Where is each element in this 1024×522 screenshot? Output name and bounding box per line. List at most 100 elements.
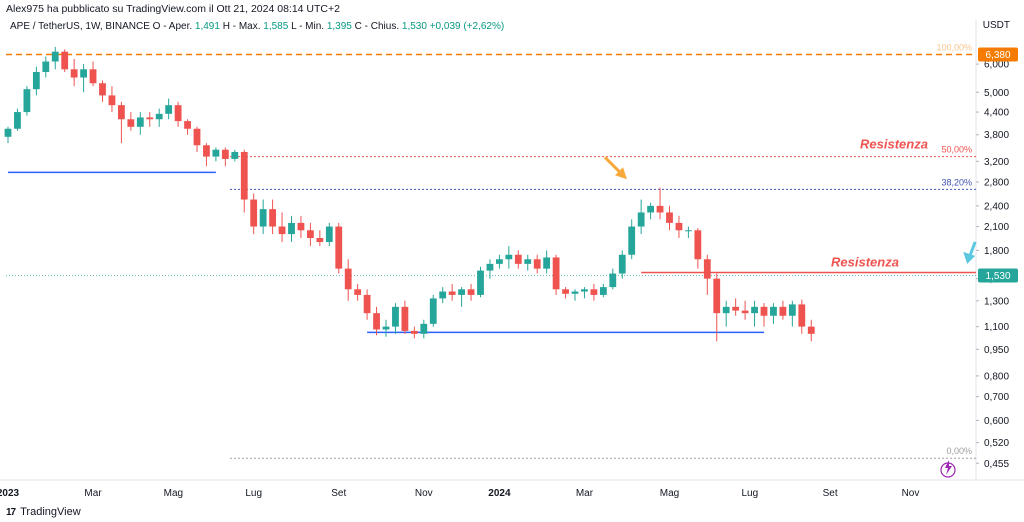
candle-body bbox=[581, 289, 588, 292]
candle-body bbox=[647, 205, 654, 213]
resistance-annotation: Resistenza bbox=[831, 255, 899, 270]
candle-body bbox=[637, 212, 645, 227]
candle-body bbox=[477, 270, 484, 295]
time-axis-label: Mar bbox=[576, 488, 594, 499]
candle-body bbox=[666, 212, 673, 223]
candle-body bbox=[373, 313, 380, 330]
candle-body bbox=[118, 105, 125, 120]
candle-body bbox=[108, 95, 116, 106]
candle-body bbox=[410, 330, 418, 334]
price-tick-label: 0,455 bbox=[984, 459, 1009, 470]
candle-body bbox=[486, 263, 494, 271]
candle-body bbox=[127, 119, 135, 127]
candle-body bbox=[32, 71, 40, 90]
candle-body bbox=[240, 151, 248, 200]
candle-body bbox=[297, 222, 305, 231]
price-tick-label: 6,000 bbox=[984, 60, 1009, 71]
current-price-badge-label: 1,530 bbox=[985, 271, 1010, 282]
resistance-annotation: Resistenza bbox=[860, 137, 928, 152]
candle-body bbox=[307, 230, 314, 239]
candle-body bbox=[562, 289, 569, 294]
candle-body bbox=[609, 273, 617, 288]
tradingview-label: TradingView bbox=[20, 506, 81, 518]
publisher-line: Alex975 ha pubblicato su TradingView.com… bbox=[6, 3, 340, 15]
candle-body bbox=[42, 61, 50, 72]
candle-body bbox=[496, 259, 503, 264]
price-tick-label: 0,700 bbox=[984, 392, 1009, 403]
time-axis-label: Nov bbox=[415, 488, 433, 499]
price-tick-label: 5,000 bbox=[984, 88, 1009, 99]
candle-body bbox=[751, 306, 758, 314]
candle-body bbox=[505, 254, 513, 260]
price-tick-label: 2,400 bbox=[984, 201, 1009, 212]
candle-body bbox=[288, 222, 295, 235]
lightning-bolt-icon bbox=[945, 460, 952, 475]
candle-body bbox=[269, 209, 276, 227]
candle-body bbox=[61, 51, 69, 70]
candle-body bbox=[798, 304, 806, 327]
price-tick-label: 3,200 bbox=[984, 157, 1009, 168]
candle-body bbox=[136, 117, 144, 127]
candle-body bbox=[70, 69, 78, 78]
open-value: 1,491 bbox=[194, 21, 220, 32]
candle-body bbox=[524, 259, 532, 264]
orange-arrow-head-icon bbox=[614, 167, 627, 180]
price-tick-label: 2,100 bbox=[984, 222, 1009, 233]
candle-body bbox=[713, 278, 721, 314]
price-tick-label: 1,800 bbox=[984, 246, 1009, 257]
time-axis-label: Set bbox=[331, 488, 346, 499]
candle-body bbox=[231, 151, 239, 159]
candle-body bbox=[439, 291, 447, 299]
candle-body bbox=[14, 112, 21, 129]
candle-body bbox=[174, 105, 182, 122]
candle-body bbox=[221, 149, 229, 159]
tradingview-logo-icon: 17 bbox=[6, 506, 16, 518]
fib-price-badge bbox=[978, 47, 1018, 62]
open-label: O - Aper. bbox=[152, 21, 193, 32]
price-tick-label: 0,950 bbox=[984, 345, 1009, 356]
time-axis-label: Mag bbox=[164, 488, 183, 499]
candle-body bbox=[80, 69, 87, 78]
candle-body bbox=[788, 304, 796, 316]
price-tick-label: 0,520 bbox=[984, 438, 1009, 449]
candle-body bbox=[165, 105, 173, 114]
cyan-arrow-head-icon bbox=[963, 251, 976, 264]
price-tick-label: 1,100 bbox=[984, 322, 1009, 333]
candle-body bbox=[344, 268, 352, 290]
symbol-name[interactable]: APE / TetherUS, 1W, BINANCE bbox=[10, 21, 150, 32]
time-axis-label: Nov bbox=[902, 488, 920, 499]
candle-body bbox=[363, 294, 371, 314]
candle-body bbox=[325, 226, 333, 243]
candle-body bbox=[533, 259, 541, 269]
high-value: 1,585 bbox=[263, 21, 289, 32]
close-value: 1,530 bbox=[401, 21, 427, 32]
candle-body bbox=[779, 306, 787, 316]
candle-body bbox=[807, 326, 815, 334]
candle-body bbox=[203, 145, 210, 157]
fib-level-label: 0,00% bbox=[946, 446, 972, 456]
candle-body bbox=[694, 230, 702, 260]
candle-body bbox=[448, 291, 456, 295]
fib-level-label: 50,00% bbox=[941, 145, 972, 155]
orange-arrow-icon bbox=[603, 156, 623, 175]
candle-body bbox=[458, 289, 465, 295]
symbol-legend: APE / TetherUS, 1W, BINANCE O - Aper. 1,… bbox=[10, 21, 504, 32]
candle-body bbox=[590, 289, 598, 295]
candle-body bbox=[552, 257, 560, 290]
price-tick-label: 4,400 bbox=[984, 108, 1009, 119]
candle-body bbox=[212, 149, 220, 157]
candle-body bbox=[23, 89, 31, 113]
candle-body bbox=[278, 226, 286, 235]
candle-body bbox=[4, 128, 12, 137]
candle-body bbox=[250, 199, 258, 227]
low-value: 1,395 bbox=[326, 21, 352, 32]
candle-body bbox=[146, 117, 154, 120]
change-value: +0,039 (+2,62%) bbox=[429, 21, 505, 32]
candle-body bbox=[628, 226, 636, 255]
candle-body bbox=[89, 69, 97, 84]
price-tick-label: 0,600 bbox=[984, 416, 1009, 427]
time-axis-label: Mar bbox=[84, 488, 102, 499]
price-tick-label: 0,800 bbox=[984, 371, 1009, 382]
candle-body bbox=[770, 306, 777, 316]
